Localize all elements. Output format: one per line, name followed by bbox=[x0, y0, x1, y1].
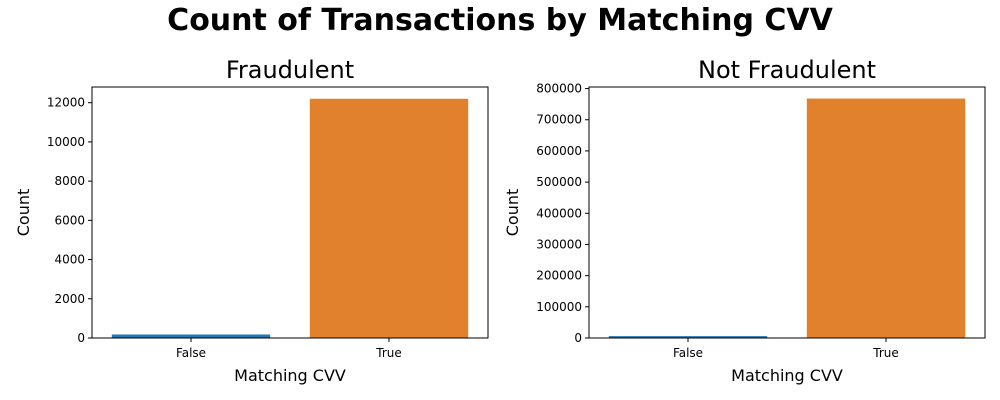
y-tick-label: 400000 bbox=[536, 206, 582, 220]
x-axis-label: Matching CVV bbox=[731, 366, 843, 385]
plot-frame bbox=[91, 86, 489, 339]
y-axis-label: Count bbox=[14, 189, 33, 237]
y-axis-label: Count bbox=[503, 189, 522, 237]
bar-false bbox=[608, 336, 768, 338]
figure-title: Count of Transactions by Matching CVV bbox=[167, 3, 833, 38]
panel-title: Fraudulent bbox=[226, 56, 354, 84]
bar-true bbox=[309, 98, 469, 338]
y-tick-label: 12000 bbox=[47, 96, 85, 110]
panel-title: Not Fraudulent bbox=[698, 56, 876, 84]
y-tick-label: 500000 bbox=[536, 175, 582, 189]
chart-panel-1: 0 2000 4000 6000 8000 10000 12000 False True Frau… bbox=[14, 56, 489, 385]
y-tick-label: 0 bbox=[77, 331, 85, 345]
y-tick-label: 800000 bbox=[536, 82, 582, 96]
x-tick-label: False bbox=[176, 346, 206, 360]
y-tick-label: 200000 bbox=[536, 269, 582, 283]
x-tick-label: False bbox=[673, 346, 703, 360]
x-axis-label: Matching CVV bbox=[234, 366, 346, 385]
y-tick-label: 700000 bbox=[536, 113, 582, 127]
y-tick-label: 8000 bbox=[54, 174, 85, 188]
bar-true bbox=[806, 98, 966, 338]
y-tick-label: 6000 bbox=[54, 213, 85, 227]
x-tick-label: True bbox=[872, 346, 899, 360]
y-tick-label: 0 bbox=[574, 331, 582, 345]
y-tick-label: 2000 bbox=[54, 292, 85, 306]
y-tick-label: 300000 bbox=[536, 237, 582, 251]
y-tick-label: 100000 bbox=[536, 300, 582, 314]
chart-panel-2: 0 100000 200000 300000 400000 500000 600000 700… bbox=[503, 56, 986, 385]
plot-frame bbox=[588, 86, 986, 339]
y-tick-label: 10000 bbox=[47, 135, 85, 149]
y-tick-label: 4000 bbox=[54, 253, 85, 267]
y-tick-label: 600000 bbox=[536, 144, 582, 158]
x-tick-label: True bbox=[375, 346, 402, 360]
bar-false bbox=[111, 334, 271, 338]
